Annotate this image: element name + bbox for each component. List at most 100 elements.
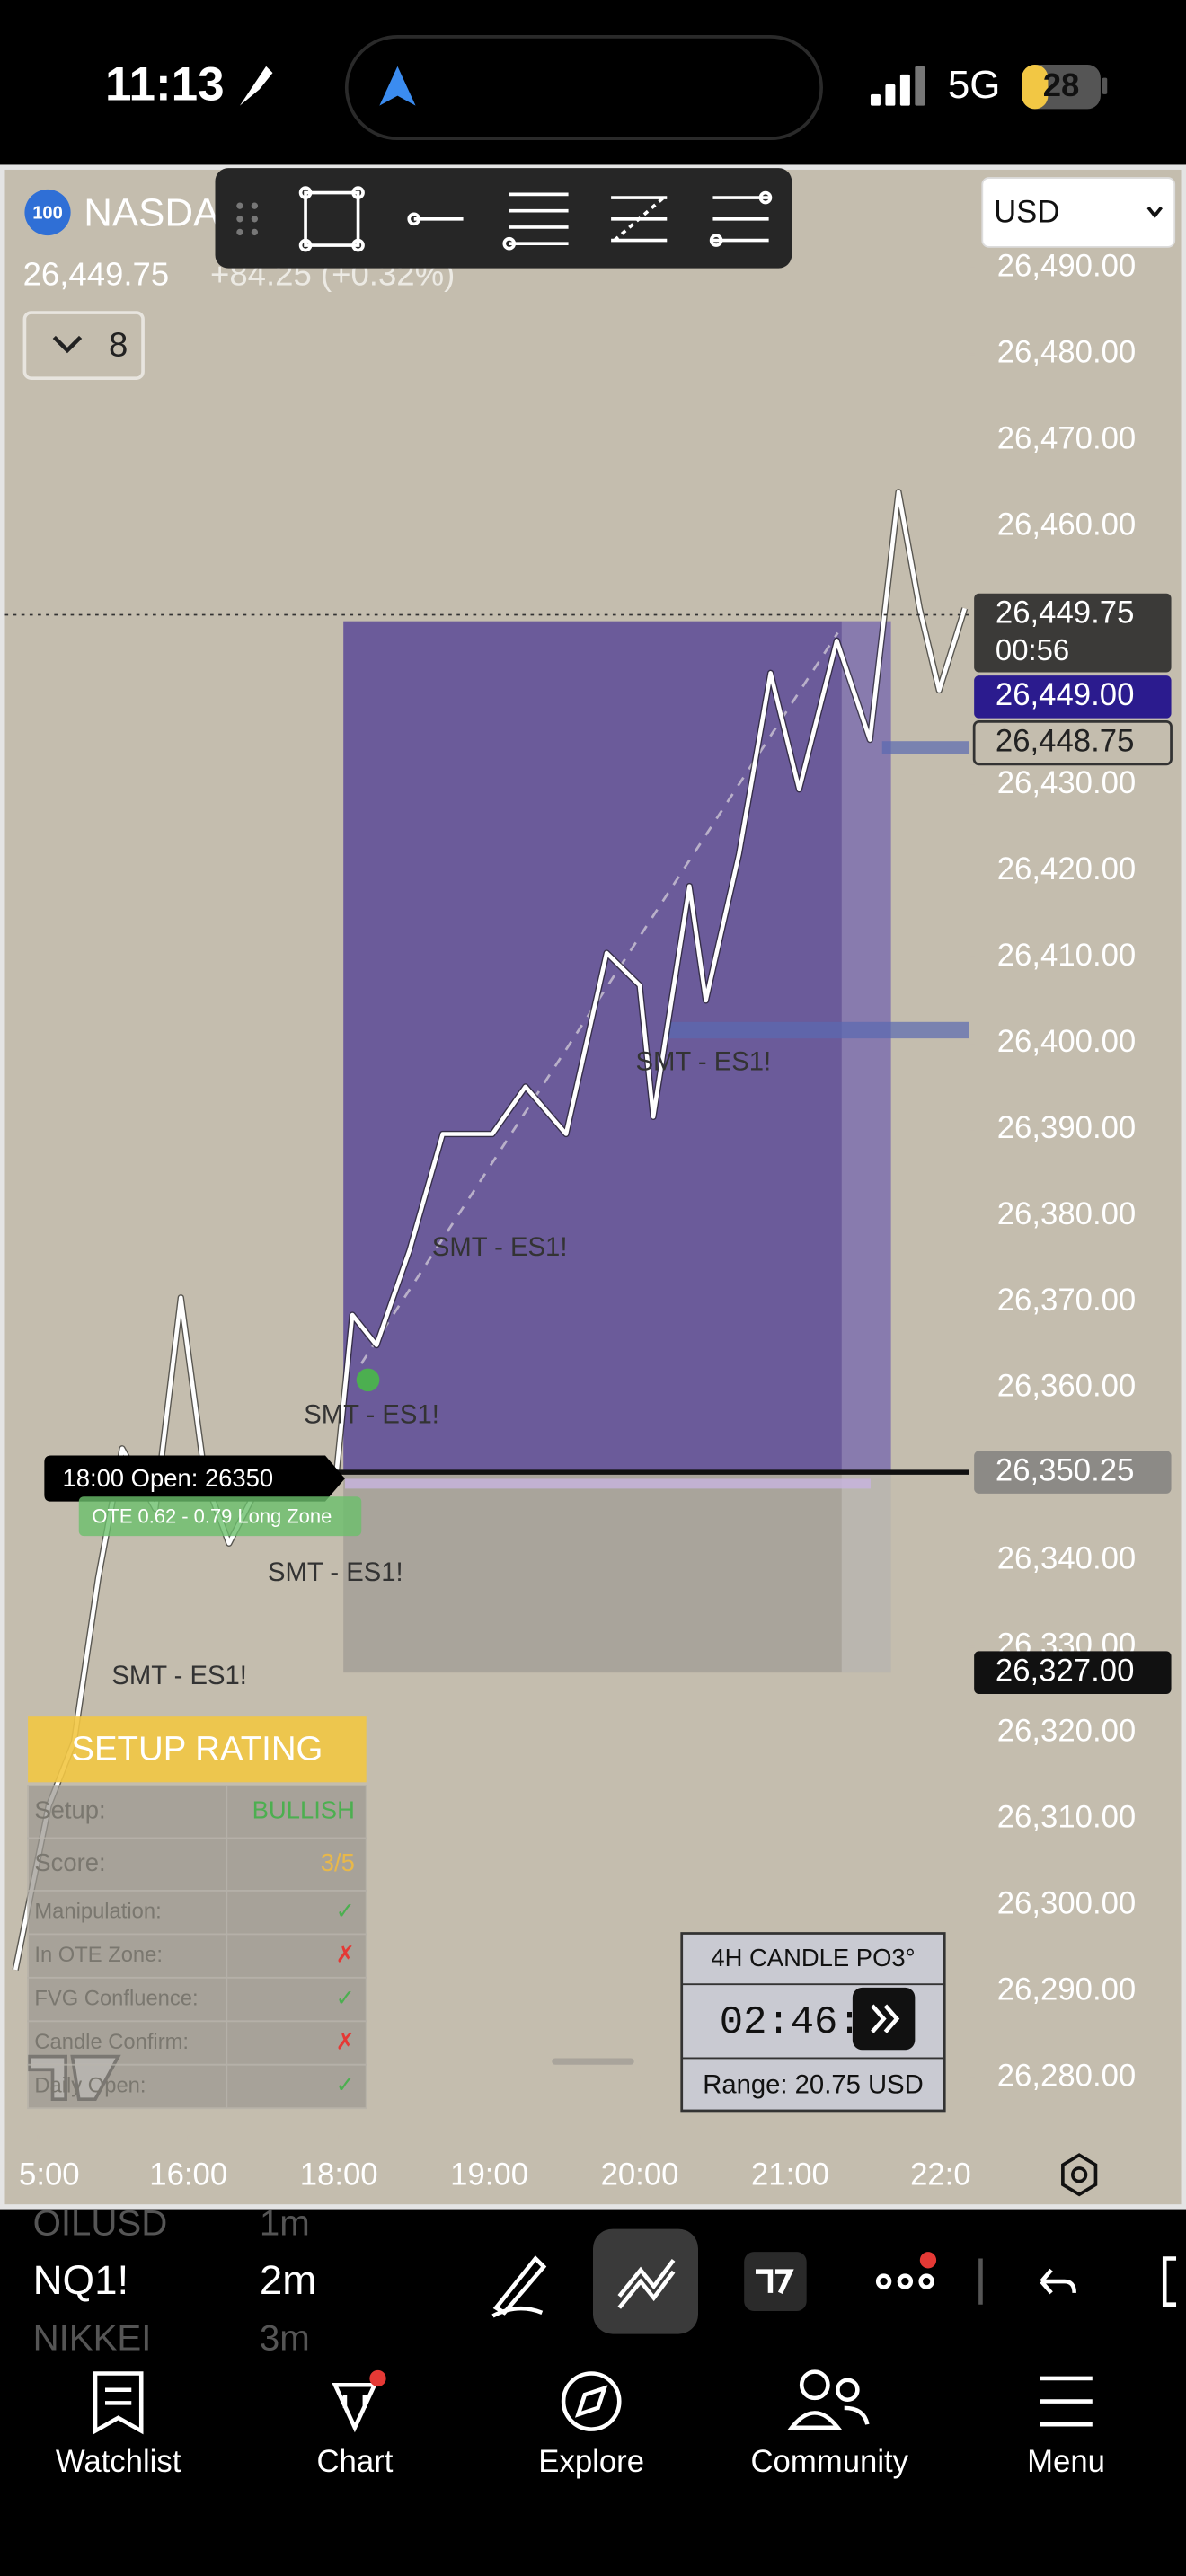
symbol-name[interactable]: NASDA xyxy=(84,191,220,235)
scroll-indicator xyxy=(552,2058,634,2065)
undo-icon[interactable] xyxy=(1040,2268,1076,2295)
symbol-row-interval[interactable]: 2m xyxy=(260,2257,316,2303)
indicator-toggle[interactable] xyxy=(22,311,145,380)
x-tick-label: 19:00 xyxy=(450,2157,528,2192)
battery-text: 28 xyxy=(1043,66,1080,103)
fullscreen-icon[interactable] xyxy=(1162,2256,1177,2307)
zone-label: OTE 0.62 - 0.79 Long Zone xyxy=(92,1505,332,1528)
y-tick-label: 26,300.00 xyxy=(997,1886,1136,1920)
symbol-badge-text: 100 xyxy=(32,204,63,224)
tool-icons[interactable] xyxy=(298,186,773,252)
tab-label[interactable]: Explore xyxy=(538,2445,644,2479)
symbol-row-interval[interactable]: 3m xyxy=(260,2318,310,2359)
toolbar-bg xyxy=(215,168,792,269)
y-tick-label: 26,460.00 xyxy=(997,507,1136,542)
rating-value: ✓ xyxy=(335,1899,354,1924)
y-tick-label: 26,490.00 xyxy=(997,250,1136,284)
rating-label: Score: xyxy=(34,1848,105,1876)
annotation: SMT - ES1! xyxy=(304,1400,439,1429)
quote: 26,449.75 xyxy=(23,255,170,292)
symbol-row-symbol[interactable]: NIKKEI xyxy=(33,2318,152,2359)
session-label: 18:00 Open: 26350 xyxy=(62,1464,273,1492)
y-tick-label: 26,320.00 xyxy=(997,1715,1136,1749)
symbol-row-symbol[interactable]: NQ1! xyxy=(33,2257,129,2303)
tab-label[interactable]: Watchlist xyxy=(56,2445,181,2479)
notification-dot xyxy=(369,2369,386,2387)
tab-bar xyxy=(0,2351,1186,2576)
position-target-zone xyxy=(343,621,891,1473)
price-tag xyxy=(974,1451,1172,1494)
symbol-bar-icons xyxy=(491,2228,1177,2334)
x-tick-label: 20:00 xyxy=(601,2157,679,2192)
annotation: SMT - ES1! xyxy=(636,1047,772,1076)
price-tag xyxy=(974,1651,1172,1694)
tab-label[interactable]: Chart xyxy=(316,2445,393,2479)
rating-value: ✓ xyxy=(335,2073,354,2098)
y-tick-label: 26,390.00 xyxy=(997,1111,1136,1145)
candle-timer: 02:46: xyxy=(720,2000,862,2045)
x-tick-label: 5:00 xyxy=(19,2157,80,2192)
dynamic-island xyxy=(344,35,823,141)
tab-label[interactable]: Community xyxy=(750,2445,908,2479)
y-tick-label: 26,280.00 xyxy=(997,2059,1136,2093)
price-line xyxy=(13,490,967,1971)
rating-row-bg xyxy=(27,2063,367,2110)
y-tick-label: 26,430.00 xyxy=(997,766,1136,800)
overlay: SETUP RATING Setup: BULLISH Score: 3/5 Manipu… xyxy=(27,1716,946,2113)
y-tick-label: 26,400.00 xyxy=(997,1025,1136,1059)
rating-row-bg xyxy=(27,1933,367,1979)
rating-label: In OTE Zone: xyxy=(34,1943,163,1967)
symbol-row-interval[interactable]: 1m xyxy=(260,2203,310,2244)
y-tick-label: 26,360.00 xyxy=(997,1370,1136,1404)
rating-value: ✗ xyxy=(335,1942,354,1967)
pencil-icon[interactable] xyxy=(491,2255,547,2318)
y-tick-label: 26,480.00 xyxy=(997,335,1136,369)
y-tick-label: 26,370.00 xyxy=(997,1284,1136,1318)
rating-value: BULLISH xyxy=(252,1795,355,1823)
y-tick-label: 26,420.00 xyxy=(997,852,1136,887)
annotation: SMT - ES1! xyxy=(111,1662,247,1690)
currency-select[interactable] xyxy=(981,177,1176,248)
annotation: SMT - ES1! xyxy=(268,1558,403,1587)
clock: 11:13 xyxy=(105,58,225,111)
location-icon xyxy=(239,66,273,106)
candle-range: Range: 20.75 USD xyxy=(703,2070,924,2099)
price-tag xyxy=(972,719,1173,766)
battery-cap xyxy=(1102,77,1108,94)
symbol-row-symbol[interactable]: OILUSD xyxy=(33,2203,168,2244)
x-tick-label: 16:00 xyxy=(149,2157,227,2192)
axes: 26,280.00 26,290.00 26,300.00 26,310.00 26,3… xyxy=(19,250,1173,2192)
rating-label: Candle Confirm: xyxy=(34,2030,189,2054)
tv-button[interactable] xyxy=(744,2252,807,2312)
currency: USD xyxy=(994,195,1059,229)
y-tick-label: 26,470.00 xyxy=(997,421,1136,455)
x-tick-label: 21:00 xyxy=(751,2157,829,2192)
fvg-zone xyxy=(881,741,969,754)
active-tool[interactable] xyxy=(593,2228,699,2334)
x-tick-label: 22:0 xyxy=(910,2157,971,2192)
rating-title: SETUP RATING xyxy=(71,1730,323,1769)
price-tag-label: 26,449.00 xyxy=(996,678,1134,712)
grip xyxy=(236,202,259,236)
tab-label[interactable]: Menu xyxy=(1027,2445,1105,2479)
rating-label: FVG Confluence: xyxy=(34,1986,198,2010)
rating-label: Daily Open: xyxy=(34,2073,146,2097)
y-tick-label: 26,340.00 xyxy=(997,1542,1136,1576)
chart-border xyxy=(0,164,1186,2210)
currency-chevron xyxy=(1146,206,1164,219)
tv-icon xyxy=(755,2269,794,2295)
battery-level xyxy=(1022,64,1049,110)
settings-icon[interactable] xyxy=(1061,2153,1098,2197)
x-tick-label: 18:00 xyxy=(300,2157,378,2192)
fvg-zone xyxy=(665,1021,969,1039)
tab-icons xyxy=(93,2369,1093,2435)
y-tick-label: 26,410.00 xyxy=(997,939,1136,973)
indicator-count: 8 xyxy=(109,326,128,365)
drawings-icon xyxy=(617,2258,676,2309)
price-tag-label: 26,350.25 xyxy=(996,1453,1134,1487)
rating-label: Setup: xyxy=(34,1795,105,1823)
rating-value: ✓ xyxy=(335,1986,354,2011)
symbol-list: OILUSD 1m NQ1! 2m NIKKEI 3m xyxy=(33,2203,317,2359)
rating-row-bg xyxy=(27,1785,367,1839)
